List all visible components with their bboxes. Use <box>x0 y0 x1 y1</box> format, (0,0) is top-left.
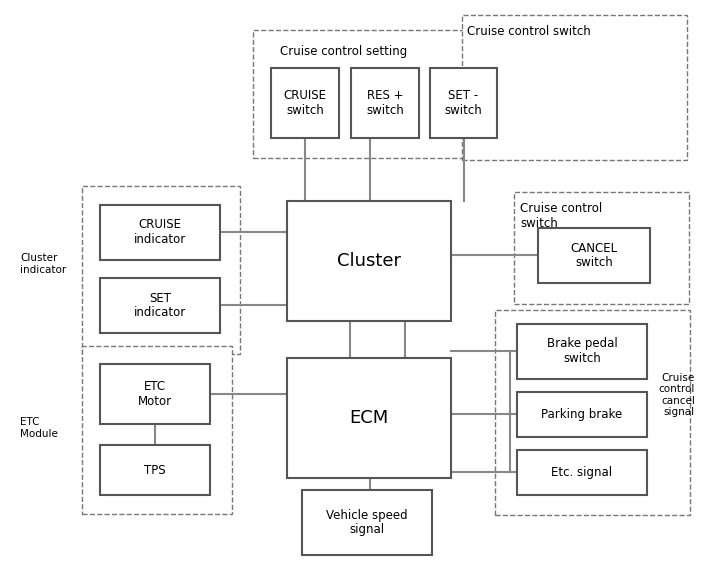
Bar <box>430 68 497 138</box>
Bar <box>302 490 432 555</box>
Text: Parking brake: Parking brake <box>541 408 623 421</box>
Text: CRUISE
indicator: CRUISE indicator <box>134 218 186 247</box>
Bar <box>462 15 687 160</box>
Text: ECM: ECM <box>349 409 389 427</box>
Text: Etc. signal: Etc. signal <box>551 466 612 479</box>
Text: Vehicle speed
signal: Vehicle speed signal <box>326 509 408 536</box>
Text: Cruise control setting: Cruise control setting <box>280 45 407 58</box>
Text: ETC
Motor: ETC Motor <box>138 380 172 408</box>
Text: CRUISE
switch: CRUISE switch <box>283 89 326 117</box>
Bar <box>100 445 210 495</box>
Text: SET
indicator: SET indicator <box>134 291 186 319</box>
Bar <box>100 364 210 424</box>
Text: Cluster: Cluster <box>337 252 401 270</box>
Bar <box>517 392 647 437</box>
Text: Brake pedal
switch: Brake pedal switch <box>547 337 617 366</box>
Text: TPS: TPS <box>144 463 166 476</box>
Text: Cluster
indicator: Cluster indicator <box>20 253 66 275</box>
Bar <box>82 186 240 354</box>
Bar <box>100 205 220 260</box>
Bar <box>538 228 650 283</box>
Bar <box>253 30 523 158</box>
Bar <box>514 192 689 304</box>
Text: SET -
switch: SET - switch <box>444 89 482 117</box>
Bar <box>351 68 419 138</box>
Bar <box>82 346 232 514</box>
Bar <box>517 324 647 379</box>
Text: ETC
Module: ETC Module <box>20 417 58 439</box>
Text: CANCEL
switch: CANCEL switch <box>570 242 617 269</box>
Bar <box>287 358 451 478</box>
Bar <box>287 201 451 321</box>
Bar <box>495 310 690 515</box>
Bar <box>517 450 647 495</box>
Text: Cruise control switch: Cruise control switch <box>467 25 591 38</box>
Text: Cruise control
switch: Cruise control switch <box>520 202 602 230</box>
Bar <box>100 278 220 333</box>
Bar <box>271 68 339 138</box>
Text: RES +
switch: RES + switch <box>366 89 404 117</box>
Text: Cruise
control
cancel
signal: Cruise control cancel signal <box>659 373 695 417</box>
